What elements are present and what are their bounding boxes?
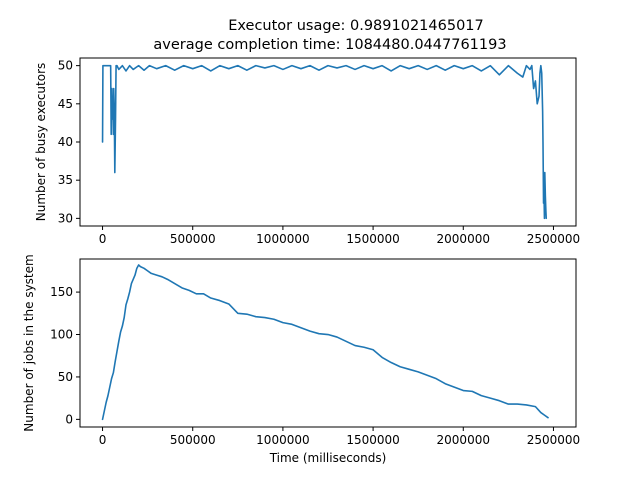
y-axis-label: Number of busy executors <box>34 63 48 222</box>
x-tick-label: 500000 <box>170 232 216 246</box>
y-tick-label: 35 <box>58 173 73 187</box>
y-tick-label: 150 <box>50 285 73 299</box>
x-tick-label: 0 <box>99 232 107 246</box>
x-tick-label: 1500000 <box>346 232 399 246</box>
y-tick-label: 40 <box>58 135 73 149</box>
jobs-in-system-axes: 0 500000 1000000 1500000 2000000 2500000 0 50 10… <box>22 254 580 465</box>
y-tick-label: 50 <box>58 59 73 73</box>
y-tick-label: 0 <box>65 412 73 426</box>
series-line <box>101 64 548 220</box>
x-tick-label: 2500000 <box>527 232 580 246</box>
y-tick-label: 50 <box>58 370 73 384</box>
y-tick-label: 45 <box>58 97 73 111</box>
x-tick-label: 1000000 <box>256 433 309 447</box>
x-tick-label: 2500000 <box>527 433 580 447</box>
x-tick-label: 500000 <box>170 433 216 447</box>
chart-title-line-1: Executor usage: 0.9891021465017 <box>228 18 484 34</box>
executor-usage-axes: 0 500000 1000000 1500000 2000000 2500000 30 35 4… <box>34 57 580 246</box>
series-line <box>101 264 549 421</box>
y-axis-label: Number of jobs in the system <box>22 254 36 431</box>
x-axis-label: Time (milliseconds) <box>269 451 387 465</box>
x-tick-label: 0 <box>99 433 107 447</box>
x-tick-label: 2000000 <box>437 232 490 246</box>
y-tick-label: 100 <box>50 328 73 342</box>
y-tick-label: 30 <box>58 211 73 225</box>
x-tick-label: 1500000 <box>346 433 399 447</box>
x-tick-label: 2000000 <box>437 433 490 447</box>
chart-title-line-2: average completion time: 1084480.0447761… <box>153 37 506 53</box>
axes-frame <box>79 258 577 428</box>
x-tick-label: 1000000 <box>256 232 309 246</box>
